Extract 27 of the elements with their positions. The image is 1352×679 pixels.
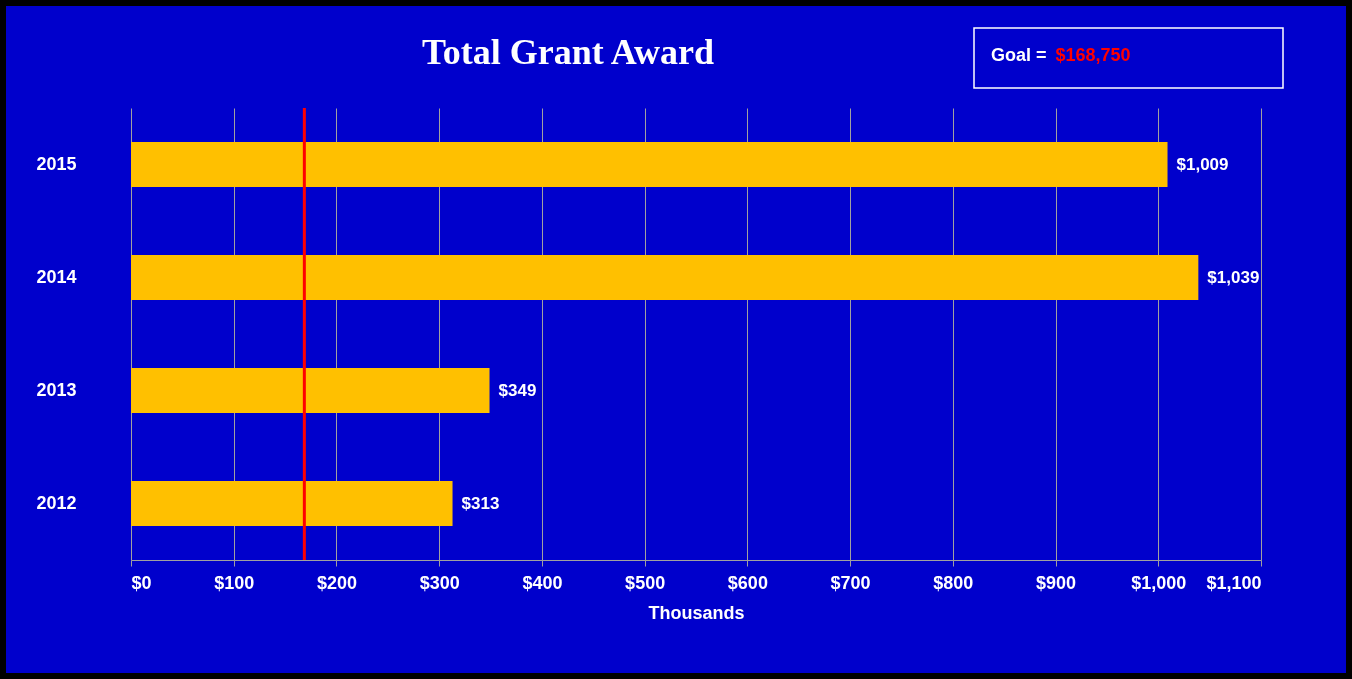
x-tick-label: $1,100 xyxy=(1206,572,1262,593)
x-tick-label: $600 xyxy=(727,572,768,593)
x-tick-label: $700 xyxy=(830,572,871,593)
x-tick-label: $400 xyxy=(522,572,563,593)
y-tick-label: 2012 xyxy=(36,492,77,513)
data-label: $349 xyxy=(498,380,537,400)
bar xyxy=(131,254,1199,301)
data-label: $1,039 xyxy=(1207,267,1260,287)
x-tick-label: $300 xyxy=(419,572,460,593)
bar xyxy=(131,141,1168,188)
x-axis-title: Thousands xyxy=(648,602,745,623)
text: Goal = $168,750 xyxy=(991,45,1131,65)
x-tick-label: $500 xyxy=(625,572,666,593)
data-label: $1,009 xyxy=(1176,154,1229,174)
y-tick-label: 2014 xyxy=(36,266,77,287)
y-tick-label: 2015 xyxy=(36,153,77,174)
x-tick-label: $800 xyxy=(933,572,974,593)
data-label: $313 xyxy=(461,493,500,513)
y-tick-label: 2013 xyxy=(36,379,77,400)
x-tick-label: $200 xyxy=(316,572,357,593)
bar xyxy=(131,367,490,414)
x-tick-label: $0 xyxy=(131,572,152,593)
bar xyxy=(131,480,453,527)
x-tick-label: $1,000 xyxy=(1131,572,1187,593)
x-tick-label: $900 xyxy=(1036,572,1077,593)
chart-title: Total Grant Award xyxy=(421,32,715,72)
x-tick-label: $100 xyxy=(214,572,255,593)
